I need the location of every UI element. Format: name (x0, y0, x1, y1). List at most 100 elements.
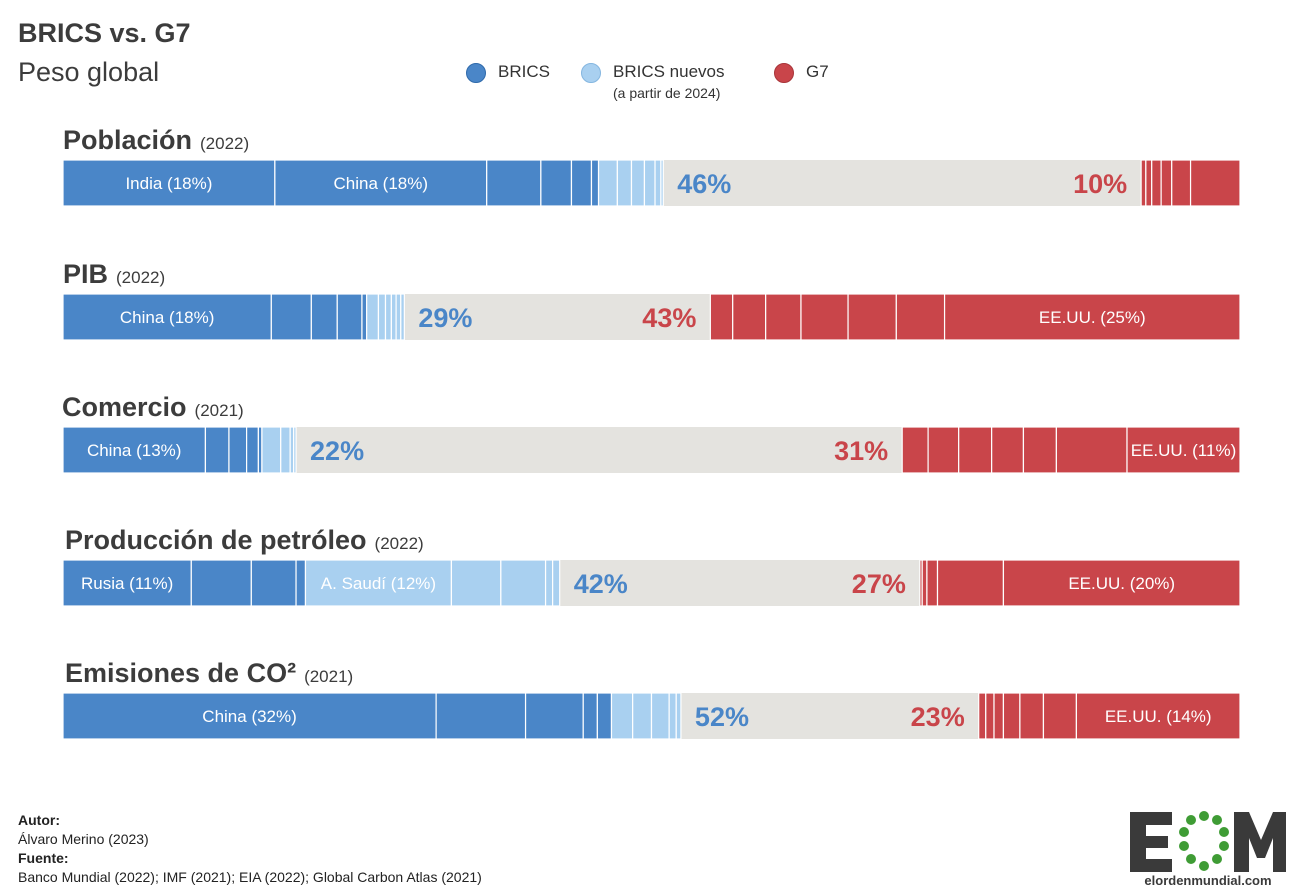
brics-segment-label: India (18%) (125, 174, 212, 193)
g7-segment (1022, 426, 1057, 474)
brics-new-segment (552, 559, 561, 607)
g7-segment-label: EE.UU. (20%) (1068, 574, 1175, 593)
logo-letter-e (1130, 812, 1172, 872)
brics-segment (486, 159, 542, 207)
brics-new-segment (304, 559, 453, 607)
brics-total-label: 46% (677, 169, 731, 199)
g7-segment (1189, 159, 1241, 207)
g7-segment (993, 692, 1005, 740)
g7-segment (1171, 159, 1192, 207)
logo-url: elordenmundial.com (1144, 873, 1271, 888)
brics-segment (570, 159, 593, 207)
g7-segment (1075, 692, 1241, 740)
g7-segment (1042, 692, 1077, 740)
row-title: Población (2022) (63, 125, 249, 155)
g7-segment (1140, 159, 1147, 207)
brics-new-segment (597, 159, 618, 207)
brics-new-segment (632, 692, 653, 740)
brics-segment (228, 426, 248, 474)
g7-segment (985, 692, 995, 740)
g7-segment-label: EE.UU. (14%) (1105, 707, 1212, 726)
g7-segment (847, 293, 897, 341)
g7-segment-label: EE.UU. (25%) (1039, 308, 1146, 327)
brics-segment (295, 559, 307, 607)
brics-new-segment (280, 426, 291, 474)
brics-segment (540, 159, 573, 207)
brics-total-label: 29% (418, 303, 472, 333)
brics-segment (596, 692, 613, 740)
brics-segment-label: Rusia (11%) (81, 574, 173, 593)
source-label: Fuente: (18, 850, 69, 866)
g7-total-label: 27% (852, 569, 906, 599)
brics-new-segment (450, 559, 502, 607)
brics-new-segment (366, 293, 380, 341)
brics-new-segment (650, 692, 670, 740)
logo-dots-icon (1179, 811, 1229, 871)
row-title: PIB (2022) (63, 259, 165, 289)
brics-new-segment-label: A. Saudí (12%) (321, 574, 436, 593)
eom-logo: elordenmundial.com (1130, 811, 1286, 888)
stacked-bar-chart: Población (2022) India (18%) China (18%) 46%… (62, 125, 1241, 740)
g7-segment (927, 426, 960, 474)
g7-total-label: 10% (1073, 169, 1127, 199)
brics-new-segment (630, 159, 646, 207)
brics-segment (590, 159, 600, 207)
g7-segment (709, 293, 734, 341)
legend-brics-new-sublabel: (a partir de 2024) (613, 85, 721, 101)
brics-segment (270, 293, 312, 341)
g7-total-label: 23% (911, 702, 965, 732)
brics-segment (336, 293, 363, 341)
g7-segment (1145, 159, 1153, 207)
author: Álvaro Merino (2023) (18, 831, 149, 847)
brics-segment (62, 159, 276, 207)
brics-new-segment (500, 559, 547, 607)
g7-segment (1160, 159, 1173, 207)
g7-segment (895, 293, 946, 341)
brics-new-segment (675, 692, 682, 740)
brics-segment (250, 559, 297, 607)
brics-new-segment (261, 426, 282, 474)
brics-segment (62, 559, 192, 607)
brics-new-segment (544, 559, 554, 607)
g7-segment (921, 559, 928, 607)
legend-g7-label: G7 (806, 62, 829, 81)
author-label: Autor: (18, 812, 60, 828)
logo-letter-m (1234, 812, 1286, 872)
brics-new-segment (616, 159, 633, 207)
brics-new-segment (654, 159, 662, 207)
row-title: Comercio (2021) (62, 392, 244, 422)
brics-segment-label: China (13%) (87, 441, 182, 460)
g7-segment (800, 293, 849, 341)
g7-total-label: 31% (834, 436, 888, 466)
legend-brics-new-label: BRICS nuevos (613, 62, 725, 81)
brics-new-segment (660, 159, 664, 207)
brics-segment-label: China (18%) (120, 308, 215, 327)
brics-new-segment (395, 293, 402, 341)
legend-g7: G7 (774, 62, 829, 83)
brics-new-segment (400, 293, 405, 341)
g7-segment (978, 692, 987, 740)
brics-segment (62, 426, 207, 474)
brics-new-segment (610, 692, 634, 740)
brics-segment (204, 426, 230, 474)
g7-segment (1055, 426, 1128, 474)
g7-segment (943, 293, 1241, 341)
brics-segment (435, 692, 527, 740)
g7-segment (1002, 559, 1241, 607)
g7-segment (926, 559, 939, 607)
brics-segment (361, 293, 368, 341)
brics-segment (310, 293, 338, 341)
brics-new-segment (293, 426, 297, 474)
legend-brics-label: BRICS (498, 62, 550, 81)
legend-brics-swatch (466, 63, 486, 83)
g7-segment (1019, 692, 1045, 740)
g7-segment (765, 293, 802, 341)
brics-segment (274, 159, 488, 207)
g7-segment (901, 426, 929, 474)
g7-segment (991, 426, 1025, 474)
brics-new-segment (384, 293, 392, 341)
chart-subtitle: Peso global (18, 57, 160, 87)
brics-segment (582, 692, 598, 740)
legend-brics-new: BRICS nuevos (a partir de 2024) (581, 62, 725, 101)
brics-segment (62, 293, 272, 341)
